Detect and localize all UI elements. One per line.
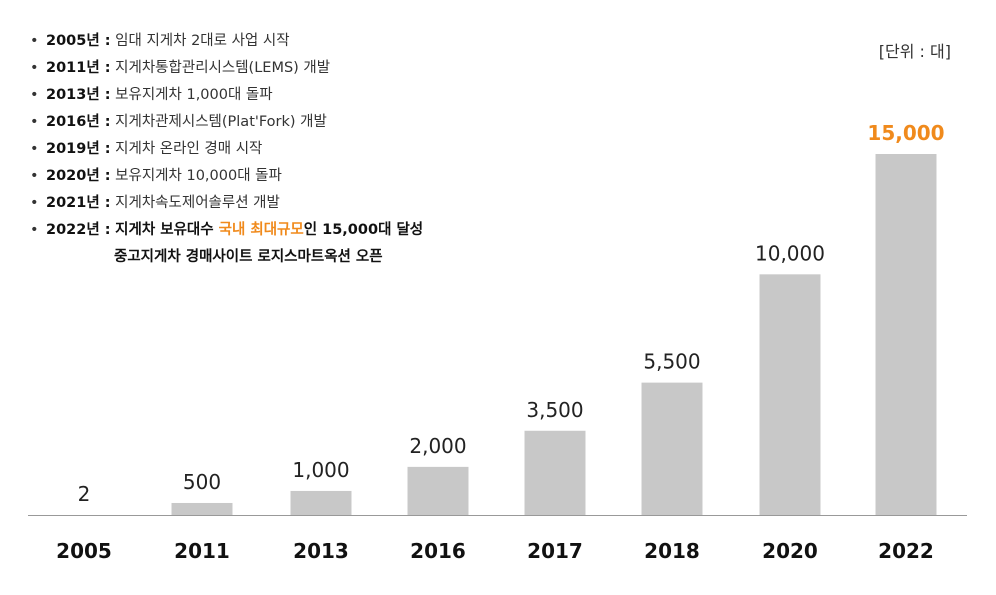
timeline-year: 2011년 :: [46, 60, 111, 76]
value-label-2011: 500: [183, 470, 221, 494]
timeline-year: 2016년 :: [46, 114, 111, 130]
value-label-2005: 2: [78, 482, 91, 506]
timeline-year: 2013년 :: [46, 87, 111, 103]
x-tick-2011: 2011: [174, 539, 230, 563]
timeline-item: 2011년 : 지게차통합관리시스템(LEMS) 개발: [30, 55, 423, 82]
timeline-item: 2022년 : 지게차 보유대수 국내 최대규모인 15,000대 달성중고지게…: [30, 217, 423, 271]
timeline-item: 2021년 : 지게차속도제어솔루션 개발: [30, 190, 423, 217]
timeline-item: 2020년 : 보유지게차 10,000대 돌파: [30, 163, 423, 190]
bar-2022: [875, 154, 937, 515]
value-label-2016: 2,000: [409, 434, 466, 458]
unit-label: [단위 : 대]: [878, 42, 951, 61]
value-label-2022: 15,000: [867, 121, 944, 145]
timeline-item: 2013년 : 보유지게차 1,000대 돌파: [30, 82, 423, 109]
timeline-text: 보유지게차 10,000대 돌파: [115, 168, 282, 184]
timeline-text-part: 보유지게차 1,000대 돌파: [115, 87, 273, 103]
value-label-2017: 3,500: [526, 398, 583, 422]
timeline-text-part: 보유지게차 10,000대 돌파: [115, 168, 282, 184]
x-tick-2018: 2018: [644, 539, 700, 563]
timeline-year: 2022년 :: [46, 222, 111, 238]
timeline-text: 임대 지게차 2대로 사업 시작: [115, 33, 289, 49]
bar-2018: [641, 382, 703, 515]
timeline-text-part: 지게차속도제어솔루션 개발: [115, 195, 280, 211]
timeline-text-part: 임대 지게차 2대로 사업 시작: [115, 33, 290, 49]
timeline-item: 2005년 : 임대 지게차 2대로 사업 시작: [30, 28, 423, 55]
x-tick-2005: 2005: [56, 539, 112, 563]
timeline-text-part: 지게차통합관리시스템(LEMS) 개발: [115, 60, 331, 76]
history-timeline: 2005년 : 임대 지게차 2대로 사업 시작2011년 : 지게차통합관리시…: [30, 28, 423, 271]
timeline-text: 지게차 온라인 경매 시작: [115, 141, 262, 157]
timeline-highlight: 국내 최대규모: [218, 222, 304, 238]
bar-2020: [759, 274, 821, 515]
bar-2017: [524, 430, 586, 515]
timeline-year: 2020년 :: [46, 168, 111, 184]
timeline-text: 지게차속도제어솔루션 개발: [115, 195, 280, 211]
timeline-text: 지게차 보유대수 국내 최대규모인 15,000대 달성: [115, 222, 423, 238]
value-label-2020: 10,000: [755, 241, 825, 265]
timeline-year: 2005년 :: [46, 33, 111, 49]
value-label-2018: 5,500: [643, 350, 700, 374]
timeline-text: 보유지게차 1,000대 돌파: [115, 87, 272, 103]
timeline-item: 2016년 : 지게차관제시스템(Plat'Fork) 개발: [30, 109, 423, 136]
x-tick-2017: 2017: [527, 539, 583, 563]
x-tick-2016: 2016: [410, 539, 466, 563]
timeline-text-part: 인 15,000대 달성: [303, 222, 424, 238]
timeline-item: 2019년 : 지게차 온라인 경매 시작: [30, 136, 423, 163]
timeline-text: 지게차관제시스템(Plat'Fork) 개발: [115, 114, 327, 130]
timeline-subtext: 중고지게차 경매사이트 로지스마트옥션 오픈: [114, 249, 383, 265]
timeline-year: 2019년 :: [46, 141, 111, 157]
bar-2011: [171, 502, 233, 515]
x-tick-2020: 2020: [762, 539, 818, 563]
bar-2016: [407, 466, 469, 515]
value-label-2013: 1,000: [292, 458, 349, 482]
timeline-year: 2021년 :: [46, 195, 111, 211]
x-tick-2013: 2013: [293, 539, 349, 563]
timeline-text-part: 지게차 보유대수: [115, 222, 219, 238]
timeline-text-part: 지게차관제시스템(Plat'Fork) 개발: [115, 114, 327, 130]
x-tick-2022: 2022: [878, 539, 934, 563]
bar-2013: [290, 490, 352, 515]
timeline-text: 지게차통합관리시스템(LEMS) 개발: [115, 60, 330, 76]
timeline-text-part: 지게차 온라인 경매 시작: [115, 141, 263, 157]
